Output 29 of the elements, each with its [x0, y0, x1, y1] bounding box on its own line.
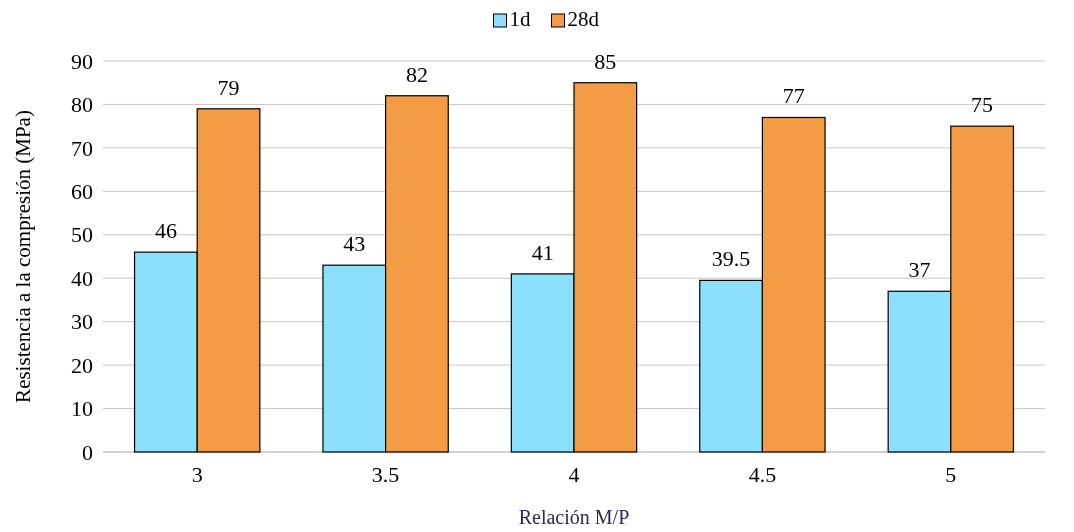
y-tick-label: 60 — [71, 179, 93, 205]
x-tick-label: 3 — [191, 462, 203, 487]
data-label: 39.5 — [711, 246, 751, 272]
data-label: 77 — [782, 83, 805, 109]
data-label: 79 — [217, 74, 240, 100]
legend-label: 1d — [509, 7, 531, 31]
y-tick-label: 10 — [71, 396, 93, 422]
data-label: 75 — [971, 92, 994, 118]
x-tick-label: 3.5 — [371, 462, 400, 487]
y-tick-label: 30 — [71, 309, 93, 335]
y-tick-label: 70 — [71, 135, 93, 161]
x-axis-title: Relación M/P — [518, 506, 630, 528]
x-tick-label: 4.5 — [748, 462, 777, 487]
legend-label: 28d — [567, 7, 600, 31]
y-tick-label: 20 — [71, 352, 93, 378]
y-tick-label: 50 — [71, 222, 93, 248]
data-label: 41 — [531, 239, 554, 265]
x-tick-label: 4 — [568, 462, 580, 487]
y-tick-label: 0 — [82, 439, 93, 465]
data-label: 43 — [343, 231, 366, 257]
y-tick-label: 40 — [71, 265, 93, 291]
y-tick-label: 80 — [71, 92, 93, 118]
data-label: 82 — [405, 61, 428, 87]
data-label: 46 — [154, 218, 177, 244]
data-label: 37 — [908, 257, 931, 283]
x-tick-label: 5 — [945, 462, 957, 487]
data-label: 85 — [594, 48, 617, 74]
y-tick-label: 90 — [71, 48, 93, 74]
y-axis-title: Resistencia a la compresión (MPa) — [11, 110, 35, 403]
